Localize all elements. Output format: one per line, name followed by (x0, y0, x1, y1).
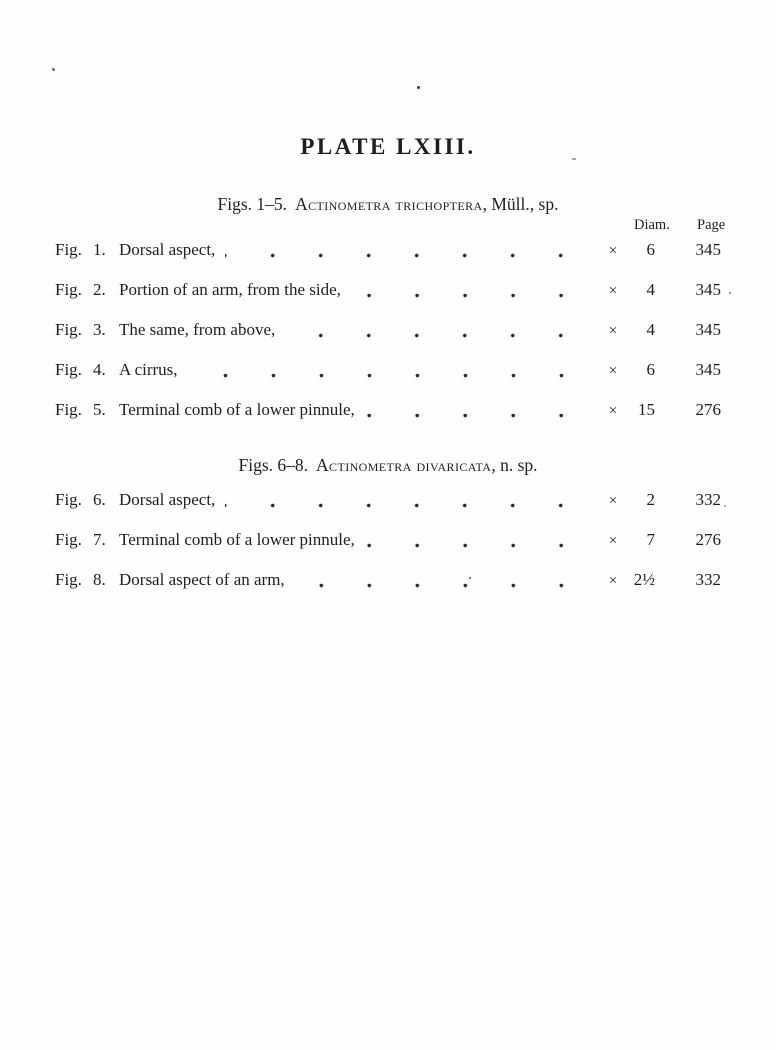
figure-row-5: Fig. 5. Terminal comb of a lower pinnule… (0, 399, 776, 422)
figure-number: 4. (93, 360, 106, 379)
dot-leader (364, 411, 585, 419)
multiplication-sign: × (608, 493, 618, 509)
figure-page-number: 345 (695, 240, 722, 259)
figure-diam-value: 2 (646, 490, 656, 509)
figure-description: Portion of an arm, from the side, (119, 280, 341, 299)
figure-page-number: 332 (695, 570, 722, 589)
section-2-figs-range: Figs. 6–8. (238, 455, 309, 475)
figure-page-number: 276 (695, 400, 722, 419)
figure-label: Fig. (55, 400, 82, 419)
figure-number: 7. (93, 530, 106, 549)
diam-column-header: Diam. (634, 217, 670, 233)
scan-speck (52, 68, 55, 71)
figure-row-4: Fig. 4. A cirrus, × 6 345 (0, 359, 776, 382)
figure-page-number: 332 (695, 490, 722, 509)
figure-diam-value: 4 (646, 320, 656, 339)
figure-row-8: Fig. 8. Dorsal aspect of an arm, × 2½ 33… (0, 569, 776, 592)
figure-description: Terminal comb of a lower pinnule, (119, 400, 355, 419)
figure-number: 3. (93, 320, 106, 339)
figure-page-number: 345 (695, 360, 722, 379)
figure-diam-value: 6 (646, 240, 656, 259)
section-2-attribution: , n. sp. (491, 455, 538, 475)
figure-number: 5. (93, 400, 106, 419)
section-1-heading: Figs. 1–5. Actinometra trichoptera, Müll.… (0, 193, 776, 215)
scan-speck (469, 577, 471, 579)
figure-diam-value: 6 (646, 360, 656, 379)
figure-number: 8. (93, 570, 106, 589)
dot-leader (294, 581, 585, 589)
figure-page-number: 276 (695, 530, 722, 549)
section-2-heading: Figs. 6–8. Actinometra divaricata, n. sp. (0, 454, 776, 476)
figure-row-2: Fig. 2. Portion of an arm, from the side… (0, 279, 776, 302)
figure-diam-value: 15 (638, 400, 655, 419)
figure-description: Dorsal aspect, (119, 240, 216, 259)
figure-number: 6. (93, 490, 106, 509)
figure-description: A cirrus, (119, 360, 178, 379)
scan-speck (724, 505, 726, 507)
figure-row-7: Fig. 7. Terminal comb of a lower pinnule… (0, 529, 776, 552)
dot-leader (187, 371, 585, 379)
dot-leader (350, 291, 585, 299)
figure-label: Fig. (55, 490, 82, 509)
figure-description: The same, from above, (119, 320, 276, 339)
multiplication-sign: × (608, 363, 618, 379)
figure-row-1: Fig. 1. Dorsal aspect, × 6 345 (0, 239, 776, 262)
scan-speck (729, 292, 731, 294)
figure-label: Fig. (55, 360, 82, 379)
dot-leader (364, 541, 585, 549)
dot-leader (225, 251, 585, 259)
scan-speck (417, 86, 420, 89)
multiplication-sign: × (608, 573, 618, 589)
figure-row-6: Fig. 6. Dorsal aspect, × 2 332 (0, 489, 776, 512)
figure-number: 1. (93, 240, 106, 259)
multiplication-sign: × (608, 323, 618, 339)
figure-description: Terminal comb of a lower pinnule, (119, 530, 355, 549)
figure-description: Dorsal aspect, (119, 490, 216, 509)
figure-label: Fig. (55, 570, 82, 589)
column-headers: Diam. Page (0, 217, 776, 233)
figure-label: Fig. (55, 280, 82, 299)
section-1-species-name: Actinometra trichoptera (295, 194, 483, 214)
figure-page-number: 345 (695, 320, 722, 339)
figure-diam-value: 2½ (633, 570, 655, 589)
figure-number: 2. (93, 280, 106, 299)
figure-diam-value: 4 (646, 280, 656, 299)
plate-title: PLATE LXIII. (300, 134, 476, 159)
figure-diam-value: 7 (646, 530, 656, 549)
section-1-figs-range: Figs. 1–5. (217, 194, 288, 214)
page-column-header: Page (697, 217, 726, 233)
figure-page-number: 345 (695, 280, 722, 299)
multiplication-sign: × (608, 533, 618, 549)
section-1-attribution: , Müll., sp. (482, 194, 559, 214)
scan-speck (572, 158, 576, 160)
multiplication-sign: × (608, 283, 618, 299)
dot-leader (225, 501, 585, 509)
figure-label: Fig. (55, 530, 82, 549)
figure-description: Dorsal aspect of an arm, (119, 570, 285, 589)
dot-leader (285, 331, 585, 339)
section-2-species-name: Actinometra divaricata (316, 455, 492, 475)
multiplication-sign: × (608, 243, 618, 259)
figure-label: Fig. (55, 240, 82, 259)
multiplication-sign: × (608, 403, 618, 419)
figure-label: Fig. (55, 320, 82, 339)
figure-row-3: Fig. 3. The same, from above, × 4 345 (0, 319, 776, 342)
